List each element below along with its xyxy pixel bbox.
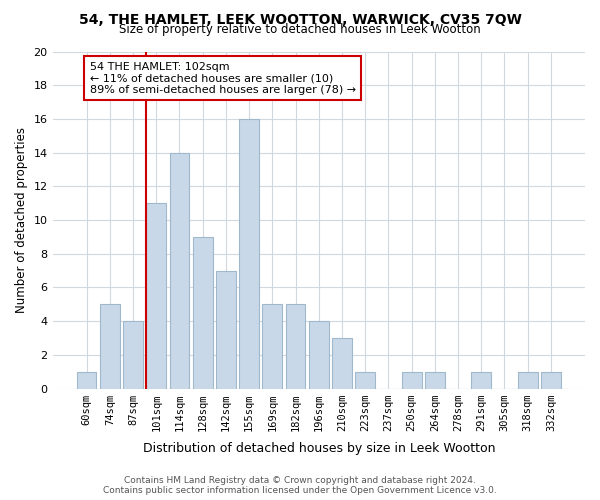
- Text: Contains HM Land Registry data © Crown copyright and database right 2024.
Contai: Contains HM Land Registry data © Crown c…: [103, 476, 497, 495]
- Bar: [472, 372, 491, 388]
- Bar: [123, 321, 143, 388]
- Bar: [332, 338, 352, 388]
- Bar: [309, 321, 329, 388]
- Bar: [100, 304, 119, 388]
- Bar: [541, 372, 561, 388]
- Y-axis label: Number of detached properties: Number of detached properties: [15, 127, 28, 313]
- Bar: [77, 372, 97, 388]
- Text: Size of property relative to detached houses in Leek Wootton: Size of property relative to detached ho…: [119, 22, 481, 36]
- Bar: [170, 152, 190, 388]
- Bar: [425, 372, 445, 388]
- Bar: [402, 372, 422, 388]
- Bar: [286, 304, 305, 388]
- Bar: [216, 270, 236, 388]
- Bar: [355, 372, 375, 388]
- Text: 54, THE HAMLET, LEEK WOOTTON, WARWICK, CV35 7QW: 54, THE HAMLET, LEEK WOOTTON, WARWICK, C…: [79, 12, 521, 26]
- Bar: [518, 372, 538, 388]
- Bar: [146, 203, 166, 388]
- X-axis label: Distribution of detached houses by size in Leek Wootton: Distribution of detached houses by size …: [143, 442, 495, 455]
- Bar: [262, 304, 282, 388]
- Bar: [239, 119, 259, 388]
- Text: 54 THE HAMLET: 102sqm
← 11% of detached houses are smaller (10)
89% of semi-deta: 54 THE HAMLET: 102sqm ← 11% of detached …: [90, 62, 356, 95]
- Bar: [193, 237, 212, 388]
